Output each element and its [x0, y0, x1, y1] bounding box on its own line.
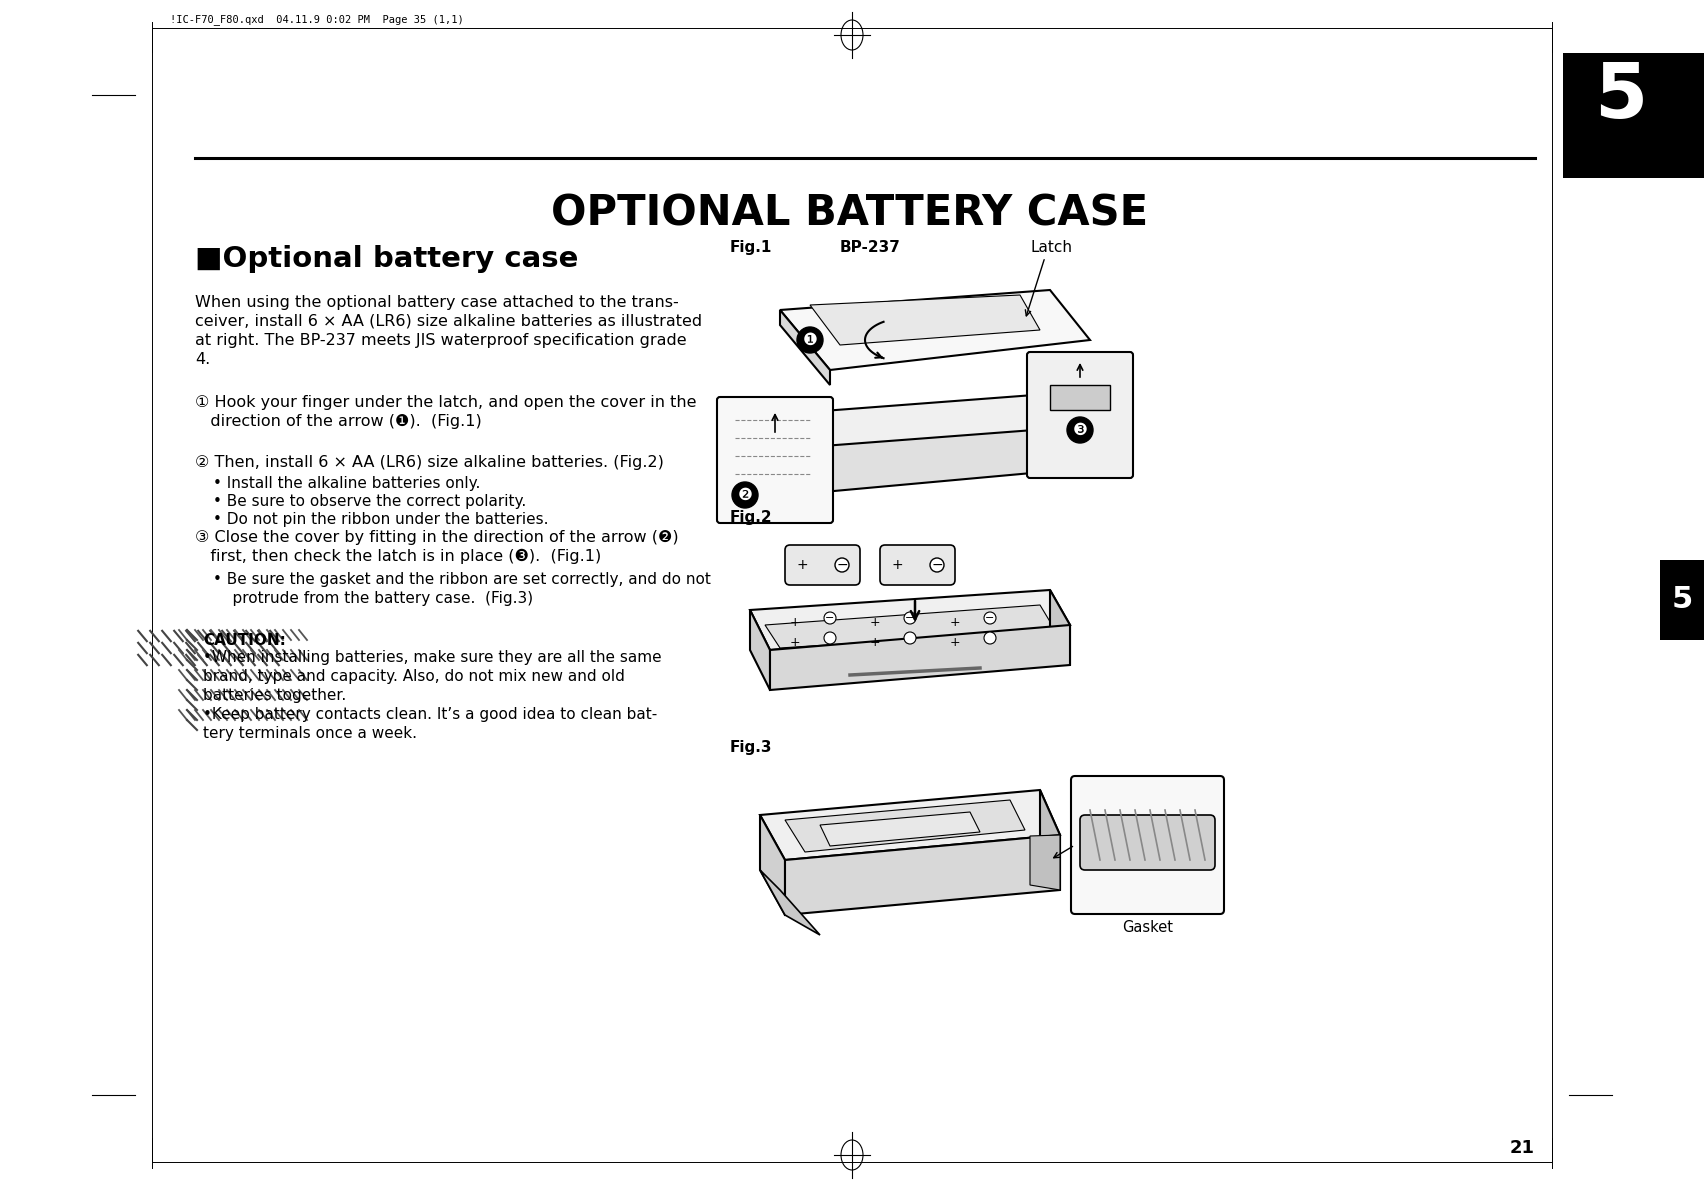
Circle shape	[825, 612, 837, 624]
Bar	[1563, 140, 1704, 178]
Polygon shape	[760, 790, 1060, 860]
Text: +: +	[949, 635, 961, 649]
FancyBboxPatch shape	[786, 545, 861, 585]
Text: ceiver, install 6 × AA (LR6) size alkaline batteries as illustrated: ceiver, install 6 × AA (LR6) size alkali…	[194, 314, 702, 328]
Text: ■Optional battery case: ■Optional battery case	[194, 245, 578, 273]
Bar	[1660, 560, 1704, 640]
Text: When using the optional battery case attached to the trans-: When using the optional battery case att…	[194, 295, 678, 311]
Circle shape	[825, 632, 837, 644]
Text: first, then check the latch is in place (❸).  (Fig.1): first, then check the latch is in place …	[194, 549, 602, 564]
Text: 4.: 4.	[194, 352, 210, 367]
Polygon shape	[1039, 790, 1060, 890]
Polygon shape	[770, 415, 791, 495]
Text: • Be sure the gasket and the ribbon are set correctly, and do not: • Be sure the gasket and the ribbon are …	[213, 572, 711, 587]
Text: ❸: ❸	[1072, 421, 1087, 439]
Text: −: −	[985, 613, 995, 624]
Circle shape	[905, 632, 917, 644]
FancyBboxPatch shape	[1072, 776, 1223, 914]
Text: −: −	[930, 558, 942, 572]
Text: tery terminals once a week.: tery terminals once a week.	[203, 726, 417, 741]
Polygon shape	[770, 390, 1120, 461]
Polygon shape	[809, 295, 1039, 345]
Text: ① Hook your finger under the latch, and open the cover in the: ① Hook your finger under the latch, and …	[194, 395, 697, 411]
Polygon shape	[750, 610, 770, 690]
Polygon shape	[1101, 390, 1120, 465]
Text: +: +	[869, 635, 881, 649]
Text: +: +	[796, 558, 808, 572]
Text: Fig.1: Fig.1	[729, 240, 772, 255]
Text: •When installing batteries, make sure they are all the same: •When installing batteries, make sure th…	[203, 650, 661, 665]
Circle shape	[797, 327, 823, 353]
Circle shape	[983, 612, 997, 624]
Text: −: −	[825, 613, 835, 624]
Circle shape	[930, 558, 944, 572]
Text: •Keep battery contacts clean. It’s a good idea to clean bat-: •Keep battery contacts clean. It’s a goo…	[203, 707, 658, 722]
Text: • Be sure to observe the correct polarity.: • Be sure to observe the correct polarit…	[213, 494, 527, 509]
Text: +: +	[949, 615, 961, 628]
Text: • Do not pin the ribbon under the batteries.: • Do not pin the ribbon under the batter…	[213, 512, 549, 527]
Circle shape	[905, 612, 917, 624]
Text: Fig.3: Fig.3	[729, 740, 772, 754]
Text: +: +	[789, 615, 801, 628]
Polygon shape	[770, 425, 1120, 495]
Text: • Install the alkaline batteries only.: • Install the alkaline batteries only.	[213, 476, 481, 491]
FancyBboxPatch shape	[1028, 352, 1133, 478]
Text: Fig.2: Fig.2	[729, 511, 772, 525]
Polygon shape	[786, 835, 1060, 915]
Text: −: −	[837, 558, 849, 572]
Text: batteries together.: batteries together.	[203, 688, 346, 703]
Polygon shape	[1029, 835, 1060, 890]
Text: ③ Close the cover by fitting in the direction of the arrow (❷): ③ Close the cover by fitting in the dire…	[194, 530, 678, 545]
Polygon shape	[786, 800, 1026, 852]
Polygon shape	[1050, 386, 1109, 411]
Text: !IC-F70_F80.qxd  04.11.9 0:02 PM  Page 35 (1,1): !IC-F70_F80.qxd 04.11.9 0:02 PM Page 35 …	[170, 14, 463, 25]
Text: 5: 5	[1672, 585, 1692, 614]
Text: ② Then, install 6 × AA (LR6) size alkaline batteries. (Fig.2): ② Then, install 6 × AA (LR6) size alkali…	[194, 455, 665, 470]
Text: +: +	[891, 558, 903, 572]
Text: Latch: Latch	[1029, 240, 1072, 255]
Text: ❷: ❷	[738, 486, 753, 505]
Text: brand, type and capacity. Also, do not mix new and old: brand, type and capacity. Also, do not m…	[203, 669, 625, 684]
Polygon shape	[1050, 590, 1070, 665]
Circle shape	[733, 482, 758, 508]
Polygon shape	[820, 812, 980, 846]
Circle shape	[835, 558, 849, 572]
Text: direction of the arrow (❶).  (Fig.1): direction of the arrow (❶). (Fig.1)	[194, 414, 482, 430]
Polygon shape	[760, 870, 820, 935]
Text: Gasket: Gasket	[1121, 920, 1172, 935]
Polygon shape	[765, 605, 1055, 649]
Text: +: +	[869, 615, 881, 628]
Circle shape	[983, 632, 997, 644]
Text: 5: 5	[1595, 60, 1648, 134]
Polygon shape	[760, 815, 786, 915]
Polygon shape	[750, 590, 1070, 650]
FancyBboxPatch shape	[879, 545, 954, 585]
Text: OPTIONAL BATTERY CASE: OPTIONAL BATTERY CASE	[552, 192, 1148, 234]
Text: at right. The BP-237 meets JIS waterproof specification grade: at right. The BP-237 meets JIS waterproo…	[194, 333, 687, 347]
Polygon shape	[770, 625, 1070, 690]
Polygon shape	[780, 311, 830, 386]
FancyBboxPatch shape	[1080, 815, 1215, 870]
Bar	[1563, 54, 1704, 140]
FancyBboxPatch shape	[717, 397, 833, 522]
Polygon shape	[780, 290, 1091, 370]
Text: protrude from the battery case.  (Fig.3): protrude from the battery case. (Fig.3)	[213, 591, 533, 606]
Text: CAUTION:: CAUTION:	[203, 633, 286, 649]
Circle shape	[1067, 416, 1092, 443]
Text: 21: 21	[1510, 1139, 1535, 1157]
Text: BP-237: BP-237	[840, 240, 900, 255]
Text: ❶: ❶	[803, 331, 818, 349]
Text: −: −	[905, 613, 915, 624]
Text: +: +	[789, 635, 801, 649]
